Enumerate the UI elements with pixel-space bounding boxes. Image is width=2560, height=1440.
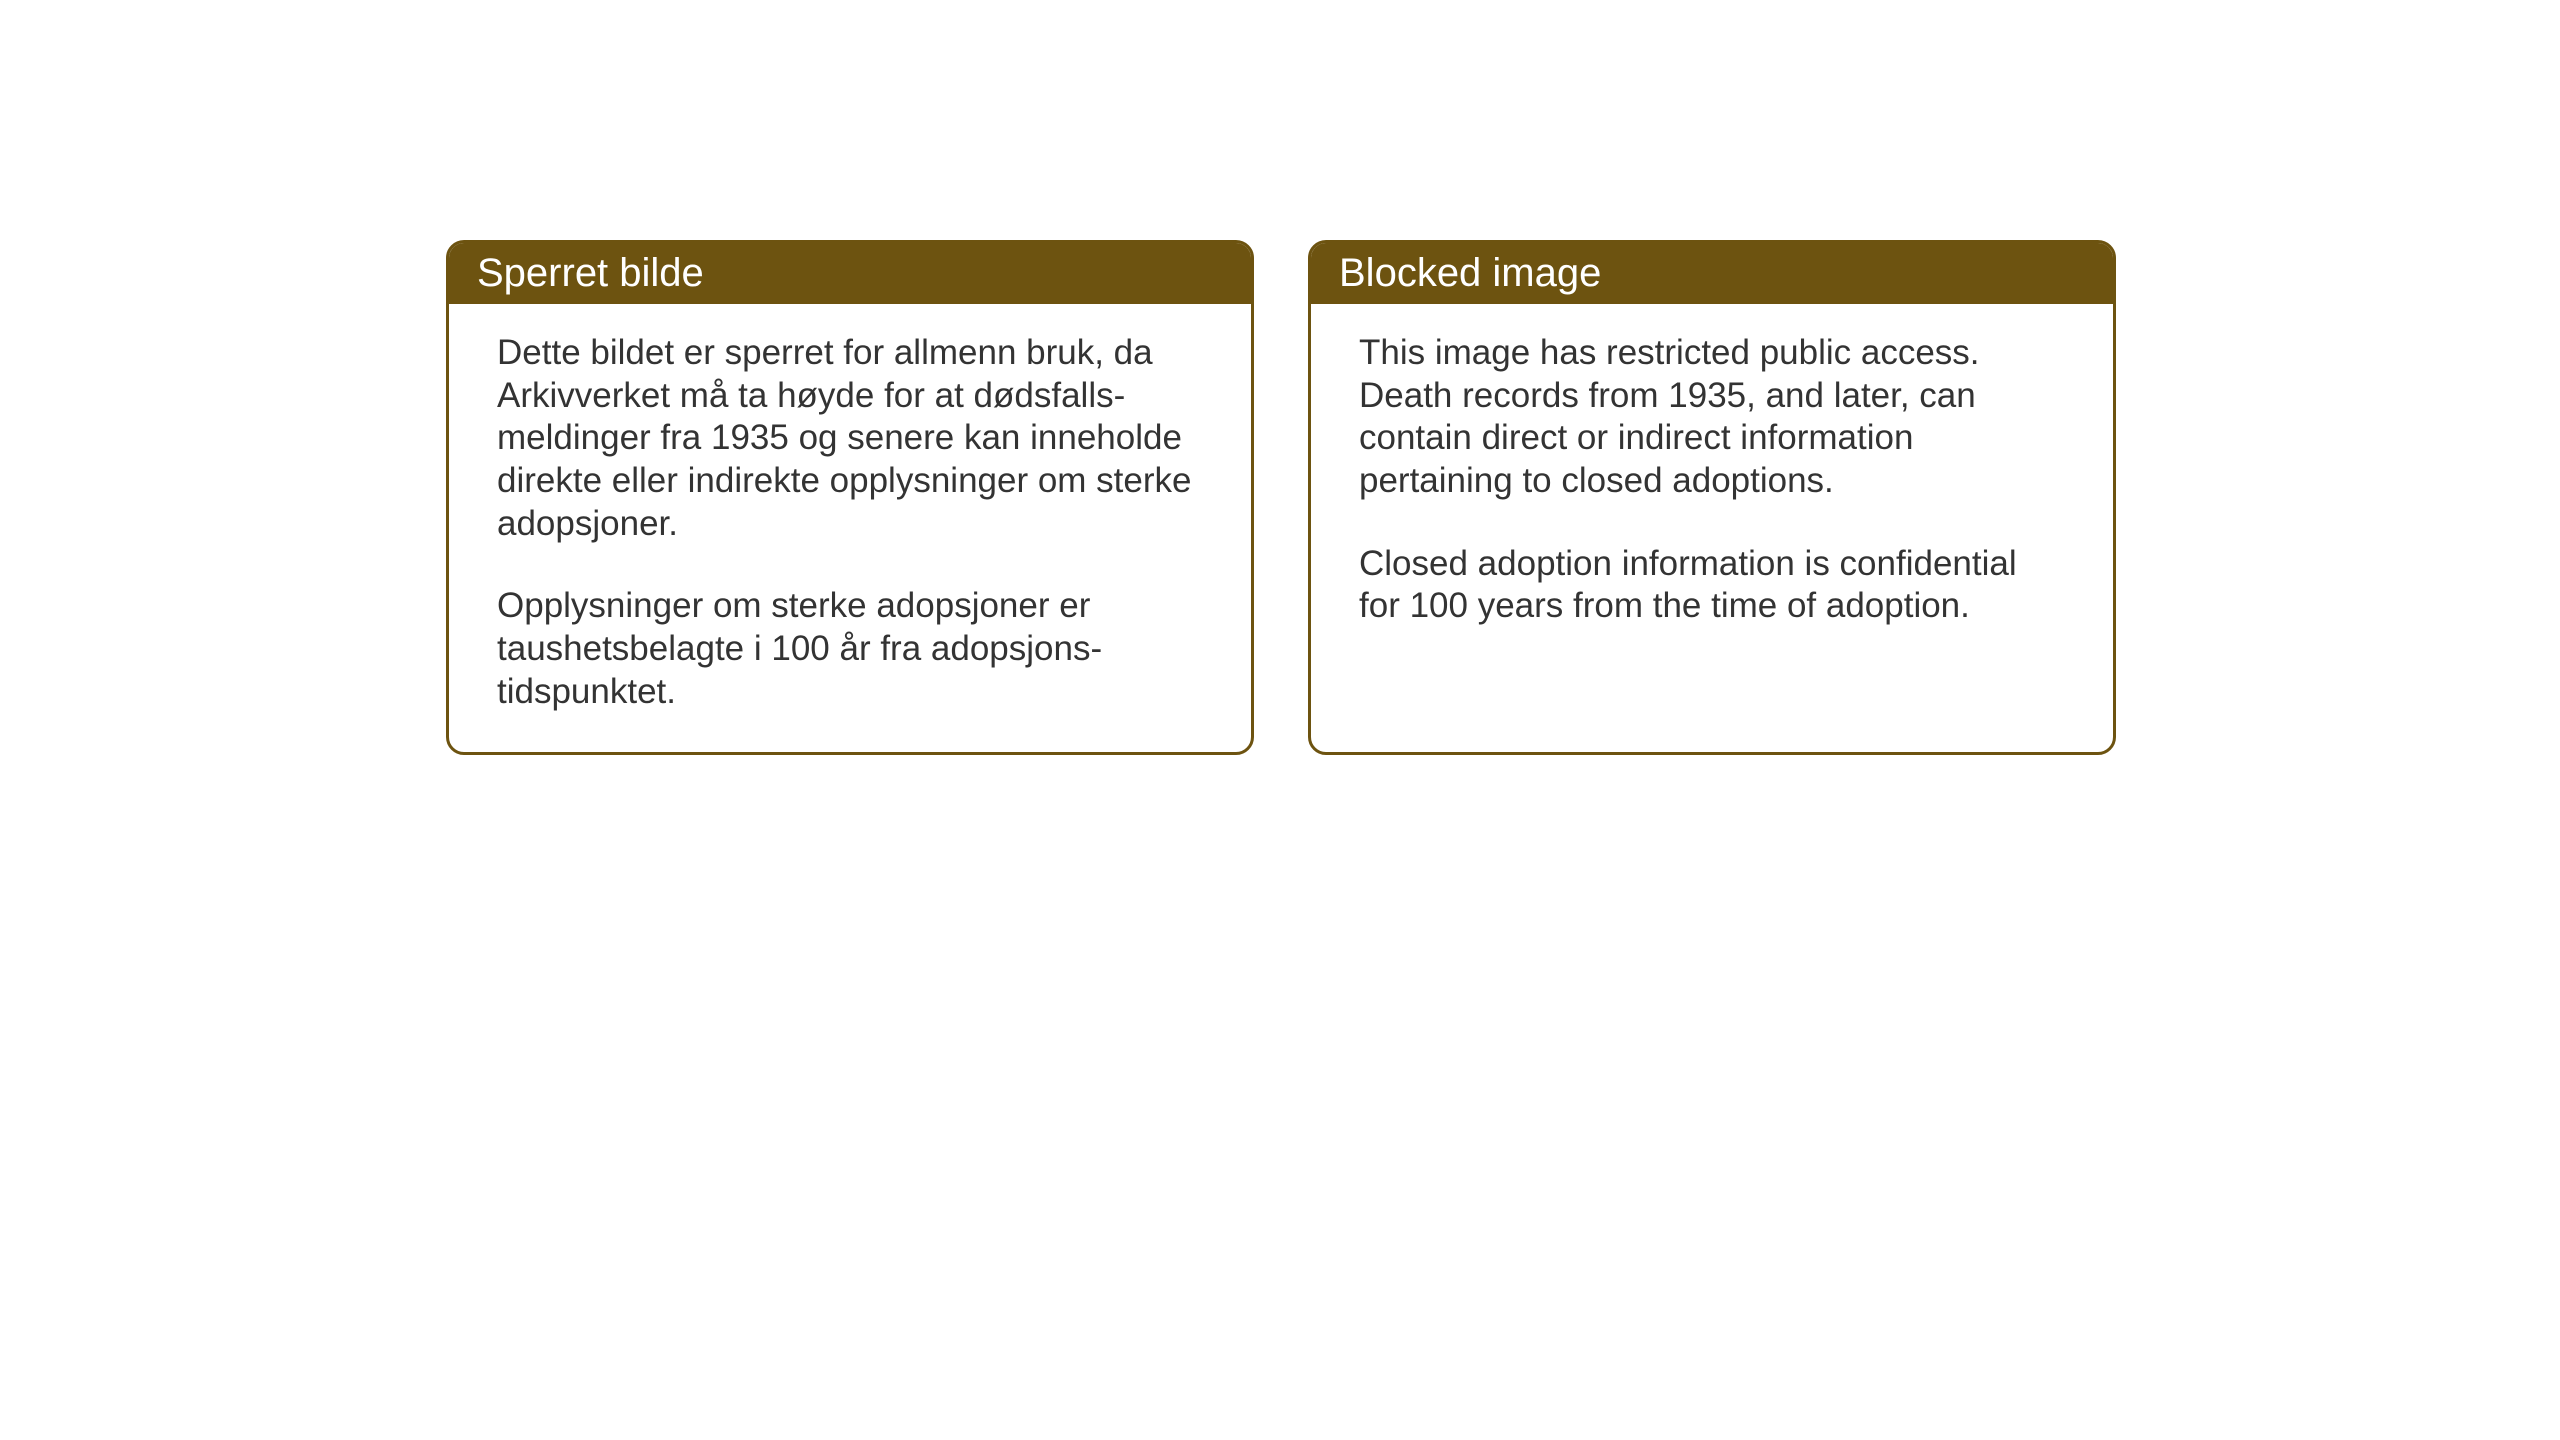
english-paragraph-1: This image has restricted public access.… — [1359, 332, 2065, 503]
english-notice-card: Blocked image This image has restricted … — [1308, 240, 2116, 755]
notice-cards-container: Sperret bilde Dette bildet er sperret fo… — [446, 240, 2116, 755]
norwegian-card-title: Sperret bilde — [449, 243, 1251, 304]
norwegian-paragraph-2: Opplysninger om sterke adopsjoner er tau… — [497, 585, 1203, 713]
norwegian-card-body: Dette bildet er sperret for allmenn bruk… — [449, 304, 1251, 752]
english-paragraph-2: Closed adoption information is confident… — [1359, 543, 2065, 628]
english-card-title: Blocked image — [1311, 243, 2113, 304]
norwegian-notice-card: Sperret bilde Dette bildet er sperret fo… — [446, 240, 1254, 755]
norwegian-paragraph-1: Dette bildet er sperret for allmenn bruk… — [497, 332, 1203, 545]
english-card-body: This image has restricted public access.… — [1311, 304, 2113, 666]
